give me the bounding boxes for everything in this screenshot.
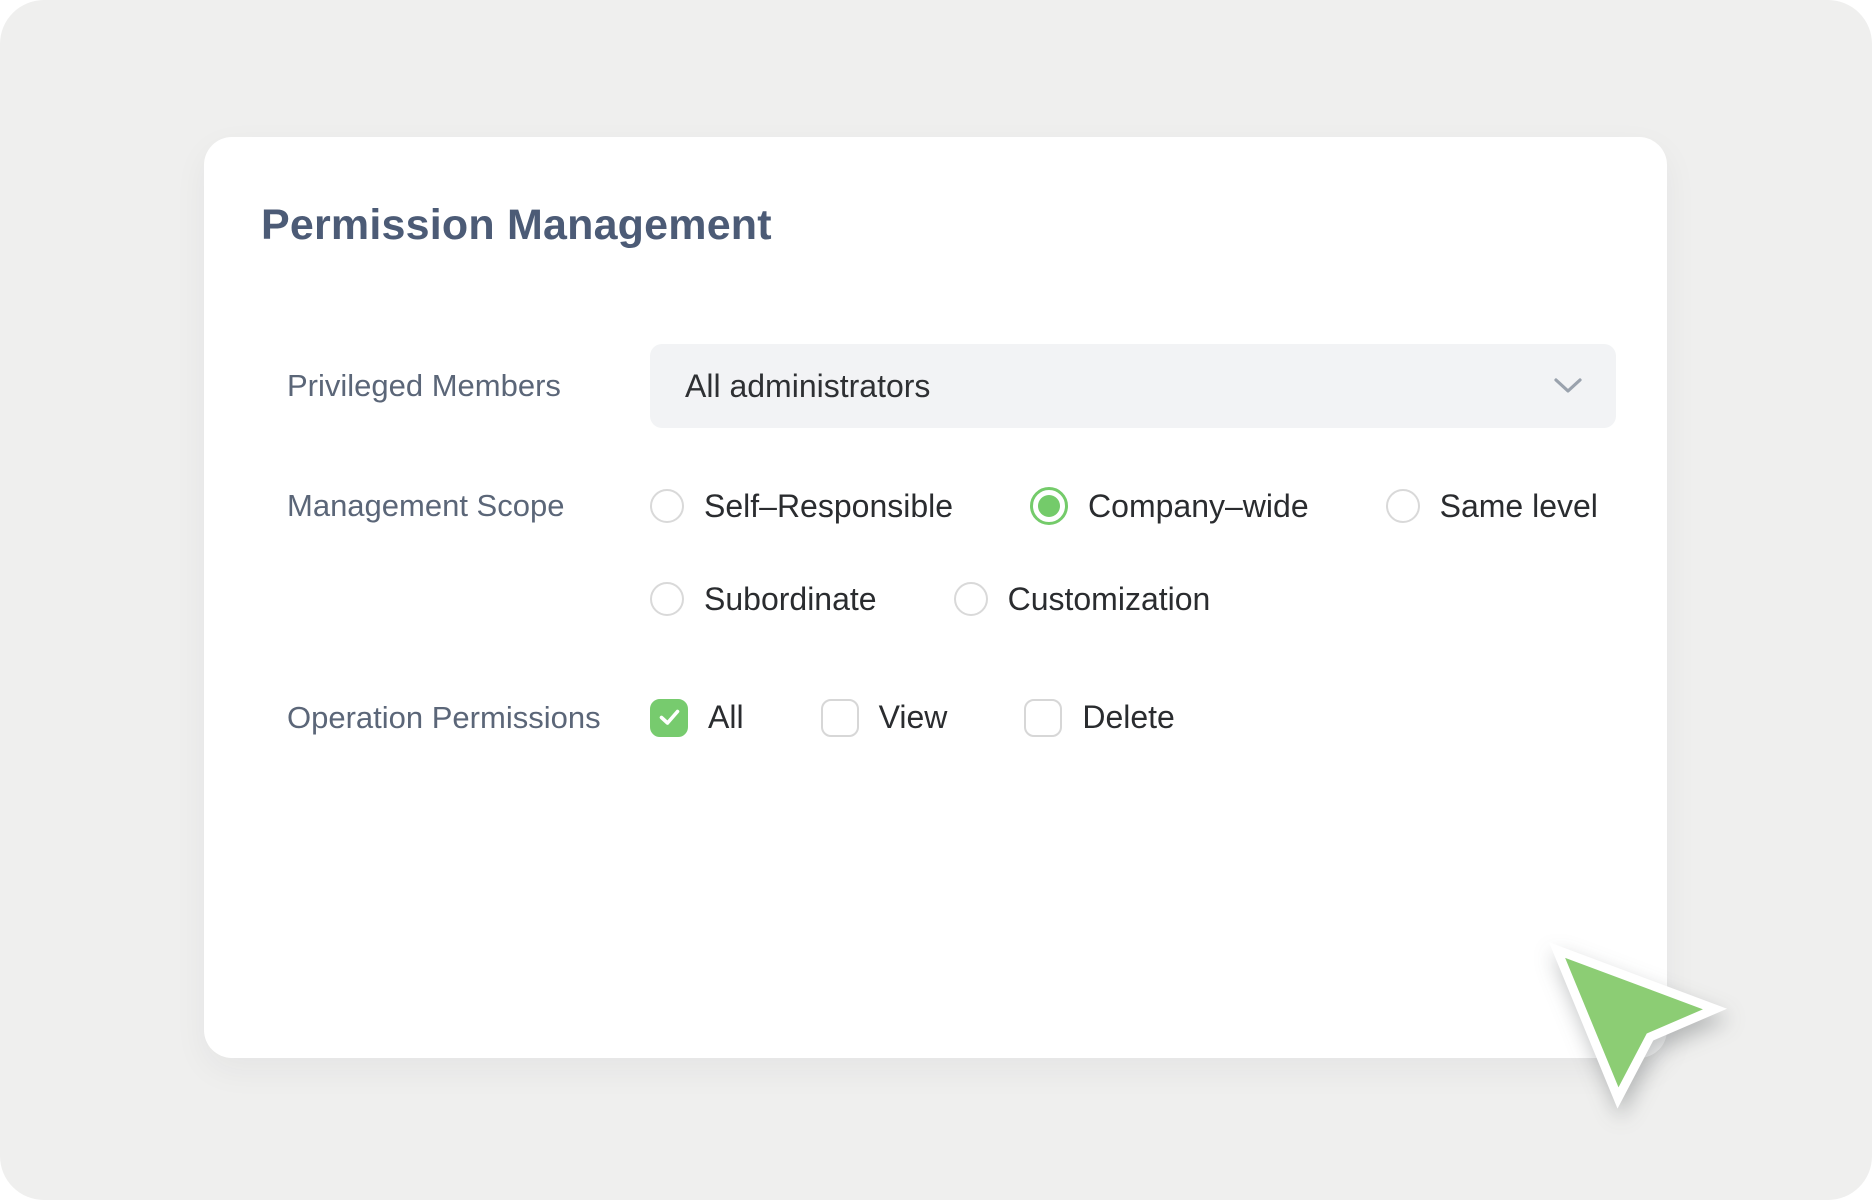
privileged-members-select[interactable]: All administrators (650, 344, 1616, 428)
radio-icon (1385, 489, 1420, 523)
operation-permissions-label: Operation Permissions (287, 699, 601, 735)
privileged-members-row: Privileged Members All administrators (287, 344, 1627, 428)
privileged-members-label: Privileged Members (287, 368, 561, 403)
select-value: All administrators (685, 367, 931, 404)
operation-permissions-options: All View Delete (650, 698, 1175, 737)
management-scope-label: Management Scope (287, 488, 565, 523)
operation-permissions-row: Operation Permissions All (287, 698, 1175, 737)
checkbox-icon (1024, 698, 1063, 737)
radio-option-same-level[interactable]: Same level (1385, 488, 1598, 525)
radio-icon (650, 489, 684, 523)
radio-option-subordinate[interactable]: Subordinate (650, 581, 877, 618)
checkbox-checked-icon (650, 698, 688, 737)
radio-icon (650, 582, 684, 616)
checkbox-option-delete[interactable]: Delete (1024, 698, 1175, 737)
checkbox-option-all[interactable]: All (650, 698, 744, 737)
checkbox-icon (820, 698, 859, 737)
checkmark-icon (659, 709, 679, 725)
radio-selected-icon (1030, 487, 1069, 525)
management-scope-options-line1: Self–Responsible Company–wide Same level (650, 487, 1598, 525)
radio-option-company-wide[interactable]: Company–wide (1030, 487, 1309, 525)
radio-option-customization[interactable]: Customization (953, 581, 1210, 618)
checkbox-option-view[interactable]: View (820, 698, 947, 737)
management-scope-row-line2: Subordinate Customization (287, 580, 1210, 618)
management-scope-row: Management Scope Self–Responsible Compan… (287, 487, 1598, 525)
page-title: Permission Management (261, 201, 772, 249)
radio-icon (953, 582, 988, 616)
permission-panel: Permission Management Privileged Members… (204, 137, 1667, 1058)
chevron-down-icon (1554, 378, 1582, 393)
management-scope-options-line2: Subordinate Customization (650, 581, 1210, 618)
radio-option-self-responsible[interactable]: Self–Responsible (650, 488, 953, 525)
